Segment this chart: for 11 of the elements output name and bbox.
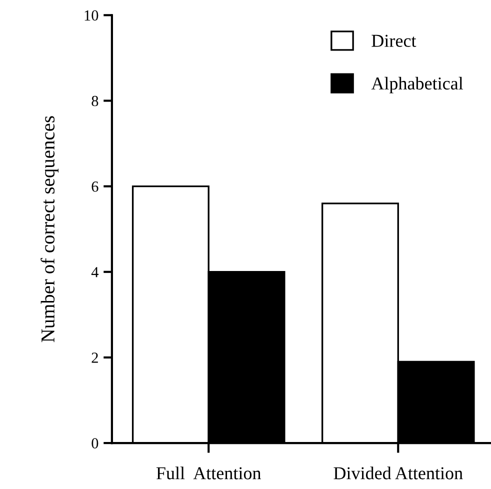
y-tick-label: 4	[91, 267, 99, 278]
legend-label: Alphabetical	[371, 76, 464, 94]
y-tick-label: 0	[92, 438, 98, 448]
y-tick-label: 10	[84, 10, 98, 21]
y-tick-label: 8	[92, 96, 98, 106]
y-tick-label: 2	[92, 352, 98, 363]
y-tick-label: 6	[92, 181, 98, 192]
x-tick-label: Divided Attention	[334, 466, 463, 480]
y-axis-title: Number of correct sequences	[40, 116, 58, 342]
legend-label: Direct	[372, 34, 416, 47]
x-tick-label: Full Attention	[156, 466, 262, 480]
